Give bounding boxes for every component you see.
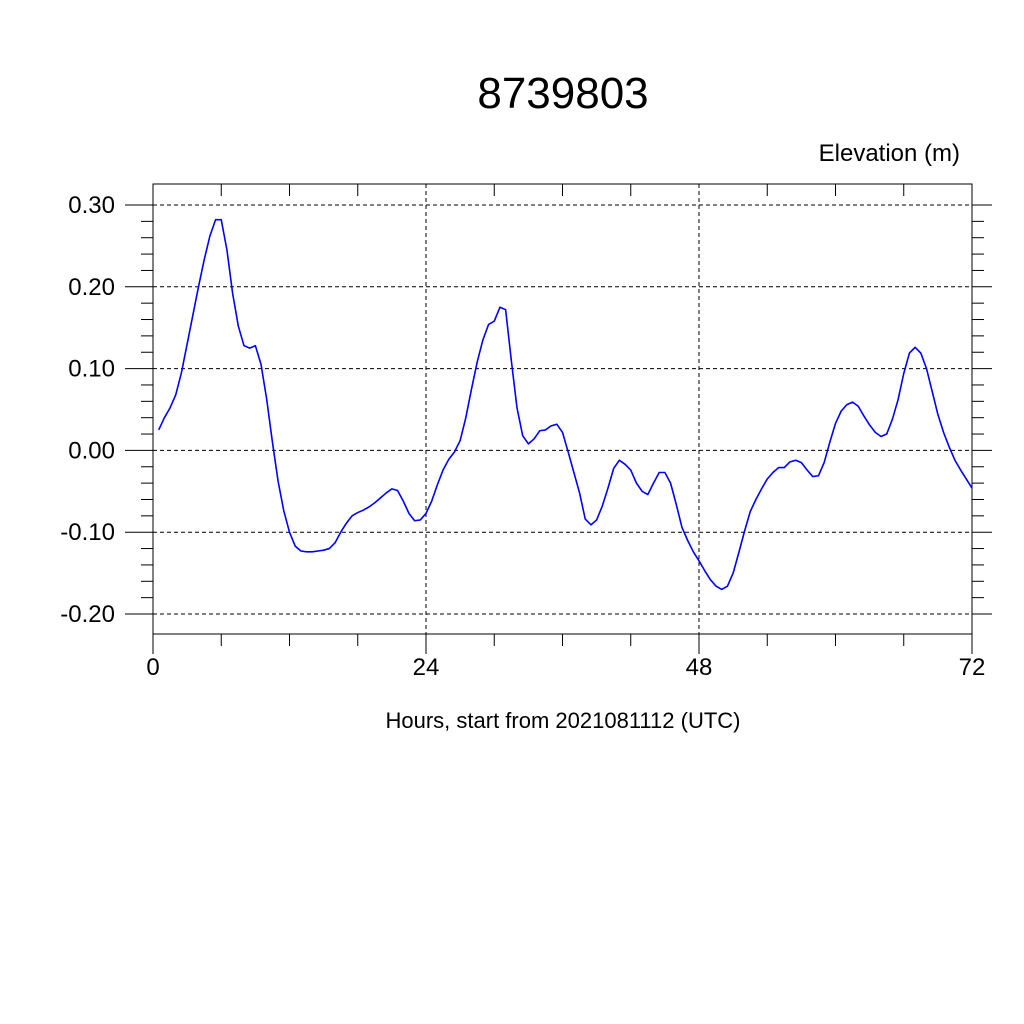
series-layer [157, 218, 973, 591]
y-axis-label: Elevation (m) [819, 140, 960, 167]
y-tick-label: 0.10 [68, 356, 115, 383]
y-tick-label: 0.00 [68, 437, 115, 464]
y-tick-label: 0.20 [68, 274, 115, 301]
series-line [157, 218, 973, 591]
axis-ticks [125, 184, 992, 654]
chart-title: 8739803 [477, 69, 648, 118]
plot-frame [152, 183, 973, 635]
tick-labels: -0.20 -0.10 0.00 0.10 0.20 0.30 0 24 48 72 [60, 192, 985, 681]
x-tick-label: 48 [686, 654, 713, 681]
y-tick-label: -0.20 [60, 601, 115, 628]
y-tick-label: -0.10 [60, 519, 115, 546]
x-tick-label: 0 [146, 654, 159, 681]
y-tick-label: 0.30 [68, 192, 115, 219]
x-tick-label: 24 [413, 654, 440, 681]
x-axis-label: Hours, start from 2021081112 (UTC) [386, 708, 741, 733]
x-tick-label: 72 [959, 654, 986, 681]
